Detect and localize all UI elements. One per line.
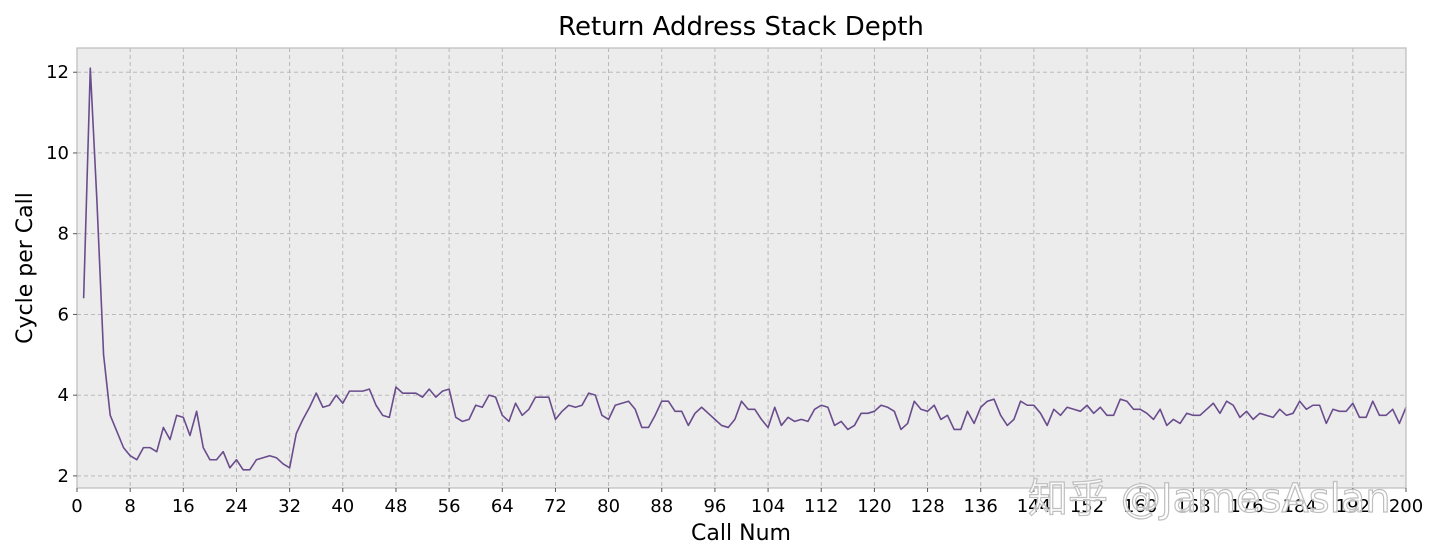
x-tick-label: 8	[124, 496, 135, 517]
chart-title: Return Address Stack Depth	[558, 12, 924, 42]
x-tick-label: 104	[751, 496, 785, 517]
x-tick-label: 96	[703, 496, 726, 517]
x-tick-label: 64	[491, 496, 514, 517]
series-line	[82, 67, 1407, 471]
x-tick-label: 144	[1017, 496, 1051, 517]
y-tick-label: 6	[58, 304, 69, 325]
y-tick-label: 2	[58, 466, 69, 487]
x-tick-label: 176	[1229, 496, 1263, 517]
x-tick-label: 80	[597, 496, 620, 517]
y-axis-label: Cycle per Call	[13, 192, 38, 344]
x-tick-label: 88	[650, 496, 673, 517]
x-tick-label: 152	[1070, 496, 1104, 517]
y-tick-label: 4	[58, 385, 69, 406]
x-tick-label: 0	[71, 496, 82, 517]
watermark-text: 知乎 @JamesAslan	[1028, 476, 1391, 522]
x-tick-label: 40	[331, 496, 354, 517]
y-tick-label: 10	[46, 143, 69, 164]
x-tick-label: 160	[1123, 496, 1157, 517]
x-tick-label: 24	[225, 496, 248, 517]
grid-lines	[76, 48, 1407, 488]
x-tick-label: 168	[1176, 496, 1210, 517]
x-tick-label: 192	[1336, 496, 1370, 517]
x-tick-label: 184	[1283, 496, 1317, 517]
x-tick-label: 120	[857, 496, 891, 517]
plot-background	[77, 48, 1406, 488]
y-tick-label: 12	[46, 62, 69, 83]
x-axis-label: Call Num	[691, 521, 791, 546]
x-tick-label: 128	[910, 496, 944, 517]
x-tick-label: 16	[172, 496, 195, 517]
x-tick-label: 48	[385, 496, 408, 517]
x-tick-label: 32	[278, 496, 301, 517]
x-tick-label: 56	[438, 496, 461, 517]
x-tick-label: 136	[964, 496, 998, 517]
plot-frame	[76, 47, 1407, 489]
y-tick-label: 8	[58, 224, 69, 245]
x-tick-label: 112	[804, 496, 838, 517]
axis-ticks: 0 8 16 24 32 40 48 56 64 72 80 88 96 104 112 120 128 136 1…	[46, 62, 1423, 517]
x-tick-label: 72	[544, 496, 567, 517]
x-tick-label: 200	[1389, 496, 1423, 517]
